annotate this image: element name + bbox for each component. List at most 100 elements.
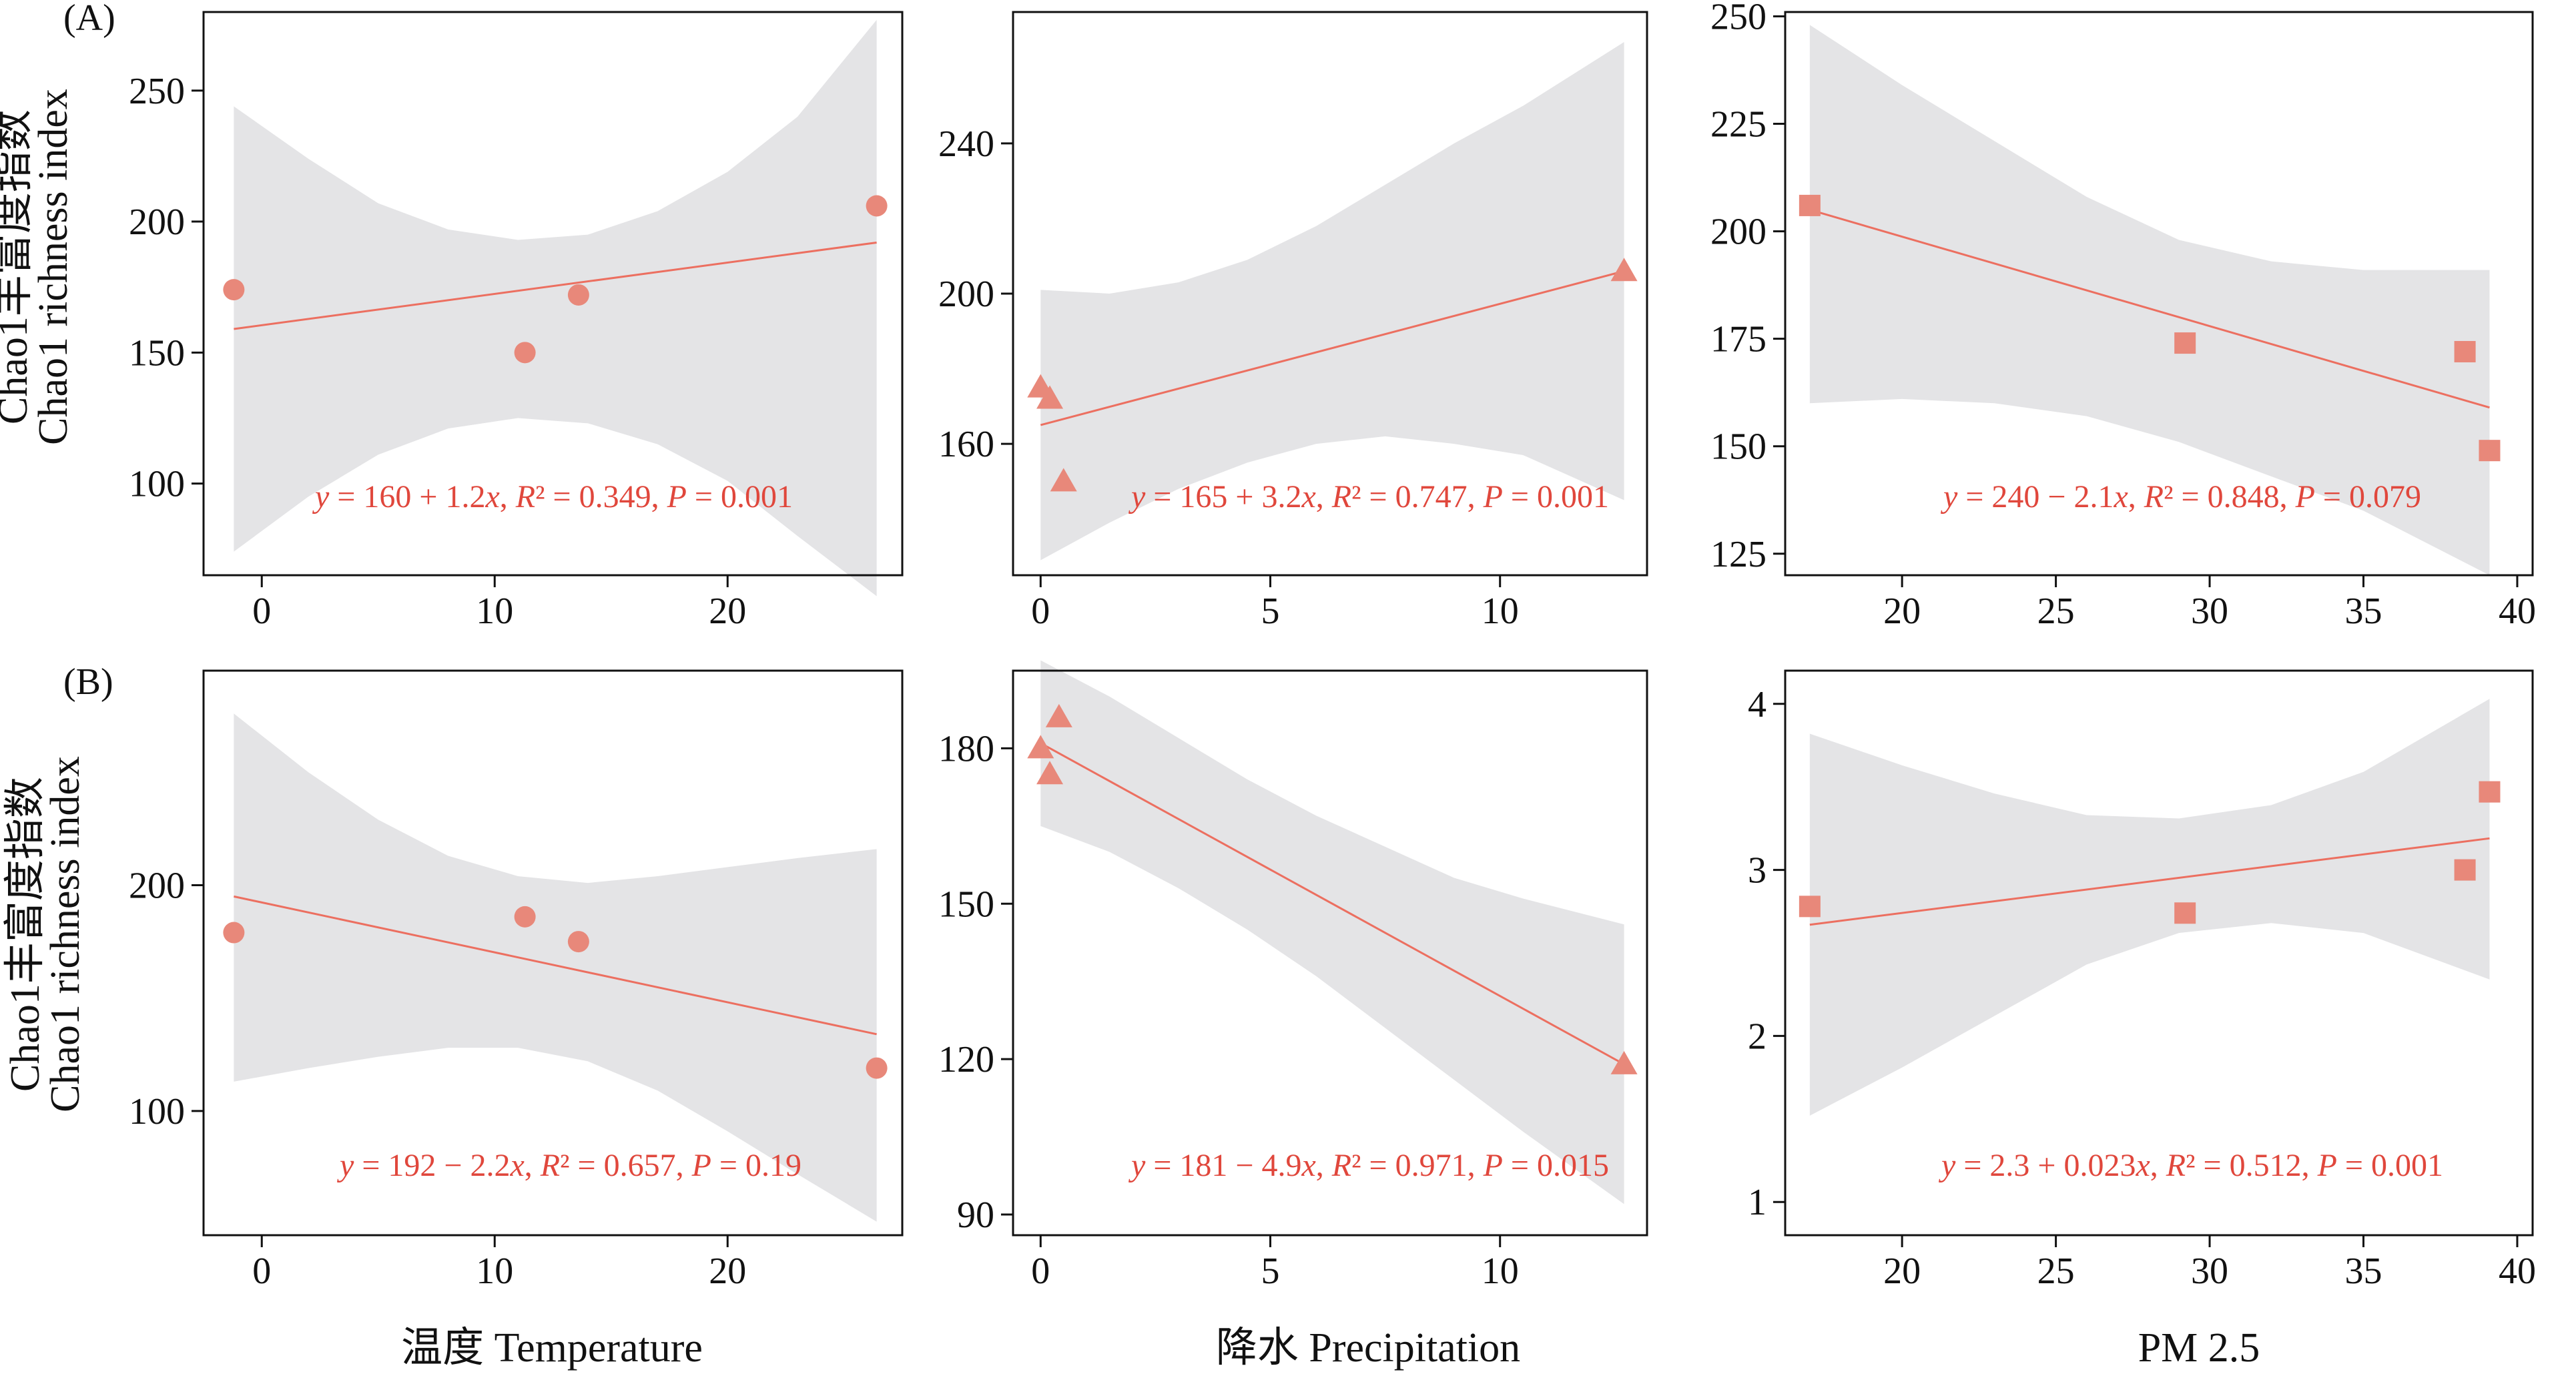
data-point bbox=[2174, 332, 2196, 354]
equation-part: R bbox=[515, 479, 535, 514]
equation-part: = 240 − 2.1 bbox=[1957, 479, 2114, 514]
x-tick-label: 40 bbox=[2499, 591, 2536, 632]
plot-frame bbox=[1784, 669, 2534, 1237]
y-tick-label: 1 bbox=[1748, 1182, 1766, 1223]
equation-part: = 0.001 bbox=[1503, 479, 1609, 514]
data-point bbox=[1036, 385, 1064, 409]
x-tick-label: 40 bbox=[2499, 1251, 2536, 1292]
y-tick-label: 90 bbox=[957, 1194, 994, 1236]
x-tick-label: 10 bbox=[1482, 1251, 1519, 1292]
equation-part: y bbox=[1128, 479, 1146, 514]
data-point bbox=[1799, 194, 1821, 216]
y-tick-label: 225 bbox=[1710, 104, 1766, 145]
equation-part: P bbox=[667, 479, 687, 514]
x-tick-label: 5 bbox=[1261, 1251, 1280, 1292]
equation-part: = 0.001 bbox=[687, 479, 793, 514]
equation-part: , bbox=[1316, 479, 1332, 514]
equation-part: = 160 + 1.2 bbox=[329, 479, 485, 514]
data-point bbox=[1610, 258, 1638, 282]
y-tick-label: 200 bbox=[129, 202, 185, 243]
row-label-b: (B) bbox=[63, 661, 113, 703]
equation-part: x bbox=[1301, 479, 1315, 514]
regression-line bbox=[1809, 208, 2490, 409]
equation-part: ² = 0.747, bbox=[1351, 479, 1483, 514]
data-point bbox=[1036, 761, 1064, 785]
x-tick-label: 10 bbox=[476, 1251, 513, 1292]
equation-part: P bbox=[1483, 1148, 1503, 1183]
equation-part: ² = 0.512, bbox=[2186, 1148, 2317, 1183]
data-point bbox=[1050, 468, 1077, 492]
x-tick-label: 25 bbox=[2037, 1251, 2075, 1292]
y-tick-label: 160 bbox=[938, 424, 994, 465]
regression-line bbox=[1040, 270, 1624, 426]
data-point bbox=[866, 195, 888, 217]
data-point bbox=[1027, 735, 1054, 759]
data-point bbox=[866, 1057, 888, 1079]
y-tick-label: 250 bbox=[1710, 0, 1766, 37]
data-point bbox=[567, 284, 589, 306]
equation-part: P bbox=[2295, 479, 2315, 514]
x-tick-label: 10 bbox=[1482, 591, 1519, 632]
equation-part: x bbox=[1301, 1148, 1315, 1183]
x-tick-label: 20 bbox=[1883, 1251, 1921, 1292]
y-tick-label: 2 bbox=[1748, 1016, 1766, 1057]
x-tick-label: 35 bbox=[2345, 591, 2382, 632]
panel: 0 10 20 100 200 y = 192 − 2.2x, R² = 0.657, P… bbox=[129, 669, 904, 1292]
data-point bbox=[1799, 896, 1821, 918]
y-axis-label-en: Chao1 richness index bbox=[31, 89, 76, 445]
equation-part: y bbox=[1940, 479, 1958, 514]
x-tick-label: 10 bbox=[476, 591, 513, 632]
y-tick-label: 150 bbox=[1710, 426, 1766, 468]
regression-equation: y = 2.3 + 0.023x, R² = 0.512, P = 0.001 bbox=[1938, 1148, 2443, 1183]
confidence-band bbox=[1809, 25, 2490, 575]
x-tick-label: 0 bbox=[1031, 591, 1050, 632]
equation-part: R bbox=[2166, 1148, 2186, 1183]
regression-equation: y = 192 − 2.2x, R² = 0.657, P = 0.19 bbox=[336, 1148, 801, 1183]
equation-part: = 181 − 4.9 bbox=[1145, 1148, 1301, 1183]
y-tick-label: 150 bbox=[938, 884, 994, 925]
equation-part: , bbox=[525, 1148, 541, 1183]
regression-equation: y = 160 + 1.2x, R² = 0.349, P = 0.001 bbox=[312, 479, 793, 514]
y-tick-label: 100 bbox=[129, 1091, 185, 1132]
y-tick-label: 200 bbox=[129, 865, 185, 906]
regression-line bbox=[234, 241, 877, 330]
equation-part: y bbox=[312, 479, 330, 514]
confidence-band bbox=[234, 713, 877, 1222]
y-tick-label: 240 bbox=[938, 123, 994, 165]
equation-part: , bbox=[2128, 479, 2144, 514]
panel: 0 10 20 100 150 200 250 y = 160 + 1.2x, R² = 0.… bbox=[129, 11, 904, 632]
row-label-a: (A) bbox=[63, 0, 115, 39]
x-tick-label: 20 bbox=[709, 591, 746, 632]
panel: 0 5 10 90 120 150 180 y = 181 − 4.9x, R² = 0.97… bbox=[938, 660, 1648, 1292]
confidence-band bbox=[1040, 660, 1624, 1205]
regression-equation: y = 240 − 2.1x, R² = 0.848, P = 0.079 bbox=[1940, 479, 2421, 514]
regression-equation: y = 181 − 4.9x, R² = 0.971, P = 0.015 bbox=[1128, 1148, 1609, 1183]
regression-line bbox=[1809, 837, 2490, 926]
equation-part: , bbox=[1316, 1148, 1332, 1183]
equation-part: R bbox=[1331, 479, 1351, 514]
plot-frame bbox=[1012, 669, 1648, 1237]
equation-part: = 0.079 bbox=[2315, 479, 2421, 514]
y-tick-label: 150 bbox=[129, 332, 185, 374]
panel: 20 25 30 35 40 1 2 3 4 y = 2.3 + 0.023x, R² = 0.5… bbox=[1748, 669, 2536, 1292]
equation-part: ² = 0.349, bbox=[535, 479, 667, 514]
y-axis-label-bottom: Chao1丰富度指数 Chao1 richness index bbox=[3, 756, 88, 1112]
x-tick-label: 25 bbox=[2037, 591, 2075, 632]
x-tick-label: 20 bbox=[1883, 591, 1921, 632]
x-tick-label: 0 bbox=[1031, 1251, 1050, 1292]
data-point bbox=[1610, 1050, 1638, 1074]
y-axis-label-en: Chao1 richness index bbox=[43, 756, 88, 1112]
x-tick-label: 0 bbox=[252, 1251, 271, 1292]
data-point bbox=[223, 279, 245, 301]
y-tick-label: 4 bbox=[1748, 684, 1766, 725]
confidence-band bbox=[1040, 42, 1624, 561]
y-tick-label: 200 bbox=[938, 274, 994, 315]
equation-part: y bbox=[1938, 1148, 1956, 1183]
regression-line bbox=[234, 895, 877, 1036]
x-axis-label-precipitation: 降水 Precipitation bbox=[1216, 1325, 1520, 1371]
x-axis-label-pm25: PM 2.5 bbox=[2138, 1325, 2260, 1371]
equation-part: P bbox=[691, 1148, 711, 1183]
equation-part: = 2.3 + 0.023 bbox=[1955, 1148, 2136, 1183]
equation-part: x bbox=[2135, 1148, 2150, 1183]
